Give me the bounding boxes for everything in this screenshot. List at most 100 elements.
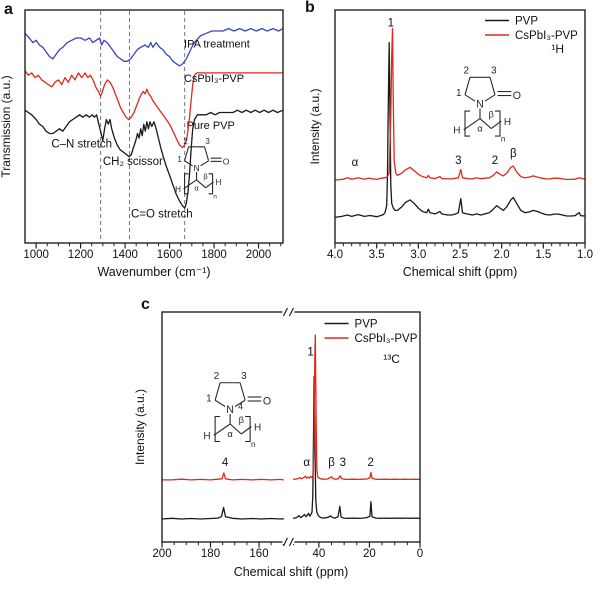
y-axis-label: Transmission (a.u.) — [0, 75, 13, 177]
dashed-guide-lines — [100, 11, 186, 242]
x-tick-label: 1.0 — [577, 249, 593, 261]
series-IPA treatment — [24, 27, 284, 67]
x-tick-label: 160 — [249, 548, 268, 560]
nucleus-label: ¹³C — [383, 352, 400, 366]
peak-annotation: β — [510, 148, 517, 160]
ring-label-3: 3 — [241, 371, 247, 382]
ring-label-1: 1 — [206, 394, 212, 405]
series-CsPbI₃-PVP — [24, 69, 284, 149]
curve-label-CsPbI₃-PVP: CsPbI₃-PVP — [184, 73, 244, 85]
beta-label: β — [489, 109, 495, 119]
peak-annotation: β — [328, 457, 335, 469]
panel-label-c: c — [141, 296, 150, 313]
peak-annotation: 3 — [340, 457, 346, 469]
peak-annotation: α — [352, 157, 359, 169]
series-PVP — [161, 375, 421, 520]
nucleus-label: ¹H — [551, 42, 564, 56]
y-axis-label: Intensity (a.u.) — [133, 389, 147, 465]
series-CsPbI₃-PVP — [161, 334, 421, 481]
x-axis-ticks: 1000 1200 1400 1600 1800 2000 — [23, 243, 282, 261]
pvp-structure-diagram: N O 2 3 1 H Hαβ n — [175, 137, 230, 201]
panel-label-b: b — [305, 0, 315, 16]
h-label-right: H — [504, 117, 511, 128]
alpha-label: α — [194, 183, 199, 192]
x-tick-label: 0 — [417, 548, 423, 560]
peak-annotation: C–N stretch — [51, 138, 112, 150]
peak-annotation: 2 — [367, 457, 373, 469]
peak-annotation: 3 — [455, 155, 461, 167]
curve-label-IPA treatment: IPA treatment — [184, 38, 250, 50]
x-tick-label: 2000 — [246, 249, 272, 261]
peak-annotation: CH₂ scissor — [103, 156, 163, 168]
x-tick-label: 4.0 — [327, 249, 343, 261]
x-tick-label: 20 — [363, 548, 376, 560]
x-tick-label: 180 — [201, 548, 220, 560]
pvp-structure-diagram: N O 2 3 1 4 H Hαβ n — [203, 371, 271, 449]
peak-annotation: 1 — [388, 17, 394, 29]
x-tick-label: 2.0 — [494, 249, 510, 261]
axis-break-mark — [282, 537, 295, 547]
atom-label-O: O — [223, 156, 230, 166]
alpha-label: α — [227, 429, 233, 439]
atom-label-N: N — [476, 98, 484, 110]
ring-label-2: 2 — [183, 137, 188, 146]
legend: PVP CsPbI₃-PVP — [324, 319, 418, 345]
x-tick-label: 3.0 — [410, 249, 426, 261]
legend-label: PVP — [515, 15, 538, 27]
axis-break-mark — [282, 307, 295, 317]
atom-label-N: N — [193, 163, 199, 173]
series-Pure PVP — [24, 109, 284, 209]
h-label-left: H — [453, 126, 460, 137]
ring-label-4: 4 — [238, 402, 243, 412]
x-tick-label: 1600 — [157, 249, 183, 261]
plot-border — [161, 311, 421, 543]
x-axis-label: Chemical shift (ppm) — [403, 265, 518, 279]
h-label-right: H — [216, 178, 222, 187]
legend: PVP CsPbI₃-PVP — [485, 15, 578, 42]
alpha-label: α — [477, 124, 483, 134]
x-tick-label: 3.5 — [369, 249, 385, 261]
atom-label-O: O — [263, 396, 271, 408]
ring-label-3: 3 — [491, 66, 497, 77]
curve-label-Pure PVP: Pure PVP — [187, 120, 235, 132]
legend-label: CsPbI₃-PVP — [515, 30, 578, 42]
h-label-left: H — [175, 185, 181, 194]
ring-label-3: 3 — [205, 137, 210, 146]
x-tick-label: 1000 — [23, 249, 49, 261]
x-tick-label: 2.5 — [452, 249, 468, 261]
h-label-left: H — [203, 431, 210, 442]
x-axis-ticks: 4.0 3.5 3.0 2.5 2.0 1.5 1.0 — [327, 243, 593, 261]
peak-annotation: 4 — [222, 457, 229, 469]
x-tick-label: 1400 — [112, 249, 138, 261]
beta-label: β — [203, 172, 208, 181]
panel-label-a: a — [4, 1, 13, 18]
atom-label-O: O — [513, 90, 521, 102]
repeat-n-label: n — [501, 135, 506, 144]
series-PVP — [334, 41, 586, 219]
legend-label: PVP — [355, 319, 378, 331]
atom-label-N: N — [226, 404, 234, 416]
plot-border — [24, 9, 284, 244]
repeat-n-label: n — [213, 193, 217, 200]
ring-label-2: 2 — [214, 371, 220, 382]
y-axis-label: Intensity (a.u.) — [308, 88, 322, 164]
h1-nmr-chart-panel-b: 4.0 3.5 3.0 2.5 2.0 1.5 1.0 Chemical shift (ppm… — [308, 9, 593, 279]
x-tick-label: 1800 — [201, 249, 227, 261]
pvp-structure-diagram: N O 2 3 1 H Hαβ n — [453, 66, 521, 144]
peak-annotation: 2 — [492, 155, 498, 167]
h-label-right: H — [254, 422, 261, 433]
peak-annotation: C=O stretch — [131, 208, 193, 220]
ring-label-1: 1 — [456, 88, 462, 99]
ring-label-2: 2 — [463, 66, 469, 77]
legend-label: CsPbI₃-PVP — [355, 333, 418, 345]
peak-annotation: 1 — [307, 347, 313, 359]
x-axis-label: Chemical shift (ppm) — [234, 565, 349, 579]
beta-label: β — [239, 415, 245, 425]
x-axis-ticks: 200 180 160 40 20 0 — [152, 542, 423, 560]
peak-annotation: α — [303, 457, 310, 469]
x-tick-label: 40 — [312, 548, 325, 560]
x-tick-label: 1200 — [68, 249, 94, 261]
